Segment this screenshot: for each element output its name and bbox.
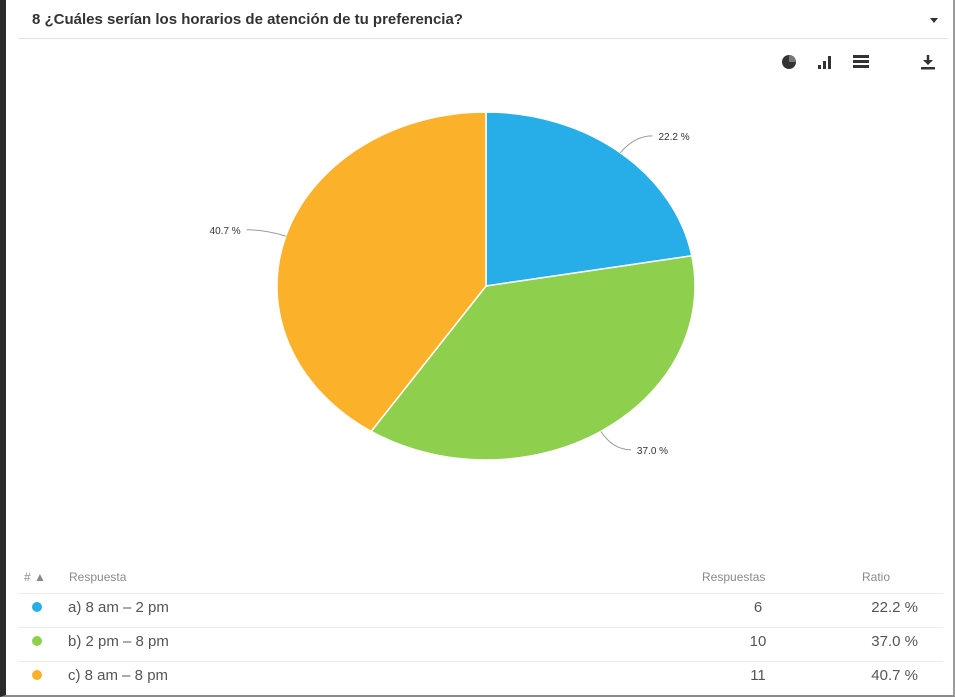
slice-data-label: 22.2 % [658, 132, 689, 143]
label-leader-line [246, 229, 286, 237]
table-row: b) 2 pm – 8 pm 10 37.0 % [18, 627, 943, 654]
label-leader-line [619, 135, 653, 154]
pie-slice[interactable] [276, 111, 487, 433]
pie-chart-icon[interactable] [778, 52, 800, 72]
question-title: 8 ¿Cuáles serían los horarios de atenció… [32, 11, 463, 28]
response-count: 6 [753, 599, 763, 616]
question-header[interactable]: 8 ¿Cuáles serían los horarios de atenció… [18, 2, 948, 39]
table-row: c) 8 am – 8 pm 11 40.7 % [18, 661, 943, 688]
series-color-dot [32, 602, 42, 612]
slice-data-label: 37.0 % [637, 446, 668, 457]
column-header-responses[interactable]: Respuestas [702, 570, 766, 584]
series-color-dot [32, 636, 42, 646]
answer-label: a) 8 am – 2 pm [68, 599, 169, 616]
column-header-number[interactable]: # ▲ [24, 570, 46, 584]
download-icon[interactable] [917, 52, 939, 72]
table-icon[interactable] [850, 52, 872, 72]
answer-label: c) 8 am – 8 pm [68, 667, 169, 684]
chevron-down-icon[interactable] [930, 18, 938, 23]
response-ratio: 37.0 % [871, 633, 918, 650]
column-header-answer[interactable]: Respuesta [69, 570, 127, 584]
response-ratio: 22.2 % [871, 599, 918, 616]
response-count: 11 [750, 667, 766, 684]
table-row: a) 8 am – 2 pm 6 22.2 % [18, 593, 943, 620]
pie-slice[interactable] [485, 111, 693, 287]
bar-chart-icon[interactable] [814, 52, 836, 72]
pie-slice[interactable] [370, 254, 696, 461]
response-count: 10 [749, 633, 767, 650]
response-ratio: 40.7 % [871, 667, 918, 684]
answer-label: b) 2 pm – 8 pm [68, 633, 169, 650]
slice-data-label: 40.7 % [210, 226, 241, 237]
label-leader-line [600, 431, 631, 451]
column-header-ratio[interactable]: Ratio [862, 570, 891, 584]
pie-chart: 22.2 % 37.0 % 40.7 % [210, 111, 696, 461]
series-color-dot [32, 670, 42, 680]
